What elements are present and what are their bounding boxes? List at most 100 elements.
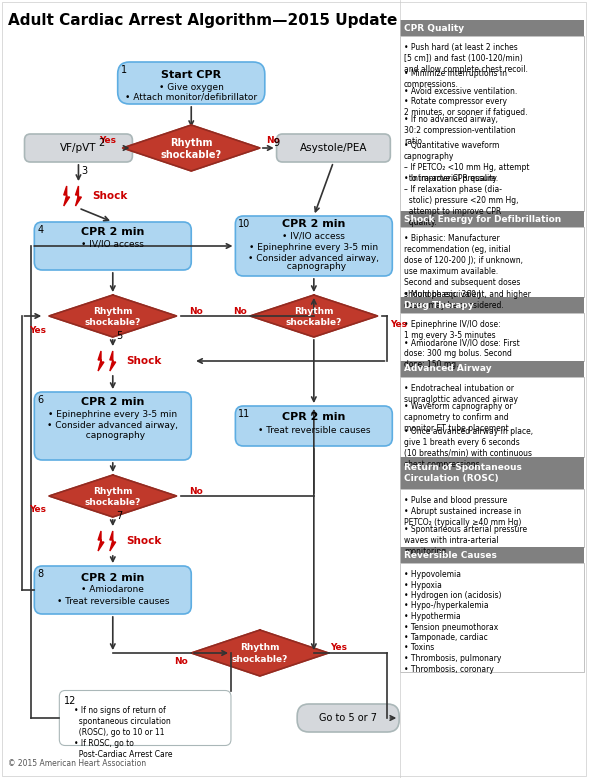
Text: Go to 5 or 7: Go to 5 or 7 — [319, 713, 377, 723]
Polygon shape — [64, 186, 70, 206]
Text: • Epinephrine every 3-5 min: • Epinephrine every 3-5 min — [48, 409, 178, 419]
Text: • Pulse and blood pressure: • Pulse and blood pressure — [404, 496, 508, 505]
Polygon shape — [110, 531, 116, 551]
Text: Shock: Shock — [127, 356, 162, 366]
Text: • Tension pneumothorax: • Tension pneumothorax — [404, 622, 499, 632]
Text: • Rotate compressor every
2 minutes, or sooner if fatigued.: • Rotate compressor every 2 minutes, or … — [404, 97, 527, 117]
Polygon shape — [110, 351, 116, 371]
Text: • IV/IO access: • IV/IO access — [82, 240, 144, 248]
Text: © 2015 American Heart Association: © 2015 American Heart Association — [8, 759, 146, 768]
Text: Yes: Yes — [330, 643, 347, 653]
Polygon shape — [122, 125, 260, 171]
Text: • Give oxygen: • Give oxygen — [159, 82, 224, 92]
Text: No: No — [189, 486, 203, 496]
Polygon shape — [191, 630, 329, 676]
Text: • Attach monitor/defibrillator: • Attach monitor/defibrillator — [125, 93, 257, 101]
Text: shockable?: shockable? — [286, 317, 342, 327]
Text: capnography: capnography — [80, 430, 145, 440]
Text: shockable?: shockable? — [161, 150, 222, 160]
Text: • Hypoxia: • Hypoxia — [404, 580, 442, 590]
Text: Start CPR: Start CPR — [161, 70, 221, 80]
Bar — [400, 563, 584, 672]
Text: 3: 3 — [82, 166, 88, 176]
Text: • Monophasic: 360 J: • Monophasic: 360 J — [404, 289, 481, 299]
Text: • Toxins: • Toxins — [404, 643, 434, 653]
Text: 1: 1 — [121, 65, 127, 75]
Bar — [400, 547, 584, 563]
Text: Rhythm: Rhythm — [93, 486, 133, 496]
Text: shockable?: shockable? — [232, 654, 288, 664]
Text: • Treat reversible causes: • Treat reversible causes — [56, 597, 169, 605]
FancyBboxPatch shape — [235, 406, 392, 446]
Bar — [400, 360, 584, 377]
Text: • Epinephrine every 3-5 min: • Epinephrine every 3-5 min — [249, 243, 379, 251]
Text: No: No — [189, 307, 203, 316]
Polygon shape — [76, 186, 82, 206]
Text: • Treat reversible causes: • Treat reversible causes — [257, 426, 370, 434]
Text: No: No — [175, 657, 188, 665]
Text: Yes: Yes — [29, 325, 46, 335]
Text: • Spontaneous arterial pressure
waves with intra-arterial
monitoring: • Spontaneous arterial pressure waves wi… — [404, 524, 527, 555]
Text: Shock: Shock — [92, 191, 128, 201]
Text: Asystole/PEA: Asystole/PEA — [300, 143, 367, 153]
Text: No: No — [233, 307, 247, 316]
Text: • Amiodarone: • Amiodarone — [82, 586, 144, 594]
Bar — [400, 211, 584, 227]
Text: Adult Cardiac Arrest Algorithm—2015 Update: Adult Cardiac Arrest Algorithm—2015 Upda… — [8, 13, 397, 28]
Polygon shape — [49, 475, 176, 517]
Bar — [400, 20, 584, 36]
Text: • IV/IO access: • IV/IO access — [283, 232, 345, 240]
Bar — [400, 377, 584, 457]
FancyBboxPatch shape — [59, 691, 231, 745]
Text: Return of Spontaneous
Circulation (ROSC): Return of Spontaneous Circulation (ROSC) — [404, 464, 522, 482]
Text: • Consider advanced airway,: • Consider advanced airway, — [248, 254, 379, 262]
Text: • Amiodarone IV/IO dose: First
dose: 300 mg bolus. Second
dose: 150 mg.: • Amiodarone IV/IO dose: First dose: 300… — [404, 338, 520, 370]
Text: CPR 2 min: CPR 2 min — [282, 219, 346, 229]
Text: CPR 2 min: CPR 2 min — [81, 573, 145, 583]
Text: 4: 4 — [37, 225, 43, 235]
Text: 9: 9 — [274, 138, 280, 148]
Text: Yes: Yes — [29, 506, 46, 514]
Text: • Biphasic: Manufacturer
recommendation (eg, initial
dose of 120-200 J); if unkn: • Biphasic: Manufacturer recommendation … — [404, 234, 531, 310]
Text: • Abrupt sustained increase in
PETCO₂ (typically ≥40 mm Hg): • Abrupt sustained increase in PETCO₂ (t… — [404, 506, 521, 527]
Text: • Epinephrine IV/IO dose:
1 mg every 3-5 minutes: • Epinephrine IV/IO dose: 1 mg every 3-5… — [404, 320, 500, 340]
Text: • If no signs of return of
  spontaneous circulation
  (ROSC), go to 10 or 11
• : • If no signs of return of spontaneous c… — [74, 706, 173, 759]
Text: 10: 10 — [238, 219, 251, 229]
Text: No: No — [266, 135, 280, 145]
Text: Rhythm: Rhythm — [294, 307, 334, 316]
Text: Drug Therapy: Drug Therapy — [404, 300, 474, 310]
Text: • Avoid excessive ventilation.: • Avoid excessive ventilation. — [404, 86, 517, 96]
Polygon shape — [250, 295, 377, 337]
Text: • Once advanced airway in place,
give 1 breath every 6 seconds
(10 breaths/min) : • Once advanced airway in place, give 1 … — [404, 427, 533, 469]
Text: 6: 6 — [37, 395, 43, 405]
Text: • Hypovolemia: • Hypovolemia — [404, 570, 461, 579]
Text: • Hypothermia: • Hypothermia — [404, 612, 461, 621]
Text: 2: 2 — [98, 138, 104, 148]
FancyBboxPatch shape — [34, 222, 191, 270]
Text: Rhythm: Rhythm — [170, 138, 212, 148]
Text: 12: 12 — [64, 696, 77, 706]
Text: Reversible Causes: Reversible Causes — [404, 551, 497, 559]
Text: Rhythm: Rhythm — [240, 643, 280, 653]
Text: Advanced Airway: Advanced Airway — [404, 364, 491, 373]
Bar — [400, 489, 584, 547]
Text: CPR 2 min: CPR 2 min — [282, 412, 346, 422]
Bar — [400, 36, 584, 211]
Text: • Waveform capnography or
capnometry to confirm and
monitor ET tube placement: • Waveform capnography or capnometry to … — [404, 401, 512, 433]
Text: • Thrombosis, coronary: • Thrombosis, coronary — [404, 664, 494, 674]
Text: • Thrombosis, pulmonary: • Thrombosis, pulmonary — [404, 654, 502, 663]
FancyBboxPatch shape — [277, 134, 391, 162]
Text: • Quantitative waveform
capnography
– If PETCO₂ <10 mm Hg, attempt
  to improve : • Quantitative waveform capnography – If… — [404, 141, 530, 183]
Bar — [400, 227, 584, 297]
Text: 7: 7 — [116, 511, 122, 521]
FancyBboxPatch shape — [25, 134, 133, 162]
FancyBboxPatch shape — [297, 704, 399, 732]
Text: • Push hard (at least 2 inches
[5 cm]) and fast (100-120/min)
and allow complete: • Push hard (at least 2 inches [5 cm]) a… — [404, 43, 528, 74]
Text: 8: 8 — [37, 569, 43, 579]
Text: • If no advanced airway,
30:2 compression-ventilation
ratio.: • If no advanced airway, 30:2 compressio… — [404, 115, 515, 146]
Text: CPR 2 min: CPR 2 min — [81, 227, 145, 237]
FancyBboxPatch shape — [34, 392, 191, 460]
FancyBboxPatch shape — [118, 62, 265, 104]
Text: CPR 2 min: CPR 2 min — [81, 397, 145, 407]
Text: Shock: Shock — [127, 536, 162, 546]
